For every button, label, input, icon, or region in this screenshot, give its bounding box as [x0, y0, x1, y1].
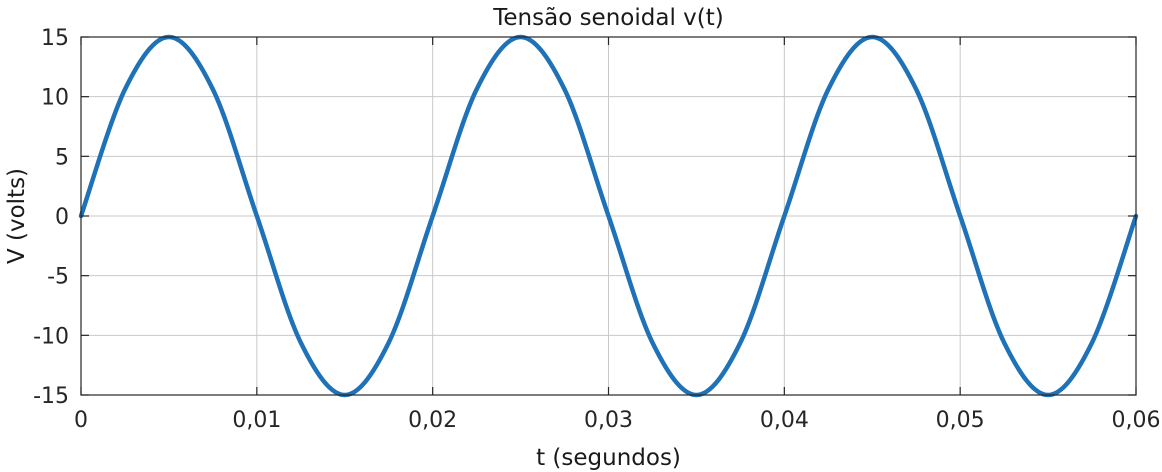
y-tick-label: -10: [33, 324, 69, 349]
y-tick-label: 15: [41, 26, 69, 51]
x-tick-label: 0,06: [1112, 408, 1161, 433]
x-tick-label: 0,03: [584, 408, 633, 433]
x-tick-label: 0,04: [760, 408, 809, 433]
series-layer: [78, 34, 1139, 398]
series-line: [78, 34, 1139, 398]
chart-title: Tensão senoidal v(t): [492, 5, 723, 31]
x-axis-label: t (segundos): [536, 445, 681, 471]
y-tick-label: 10: [41, 86, 69, 111]
x-tick-label: 0,01: [232, 408, 281, 433]
y-tick-label: -5: [47, 265, 69, 290]
x-tick-label: 0,05: [936, 408, 985, 433]
x-tick-label: 0,02: [408, 408, 457, 433]
y-tick-label: 0: [55, 205, 69, 230]
y-tick-label: 5: [55, 145, 69, 170]
y-axis-label: V (volts): [4, 168, 30, 264]
ticks: 0 0,01 0,02 0,03 0,04 0,05 0,06 15 10 5 0 -5 -10 -15: [33, 26, 1160, 433]
x-tick-label: 0: [74, 408, 88, 433]
y-tick-label: -15: [33, 384, 69, 409]
